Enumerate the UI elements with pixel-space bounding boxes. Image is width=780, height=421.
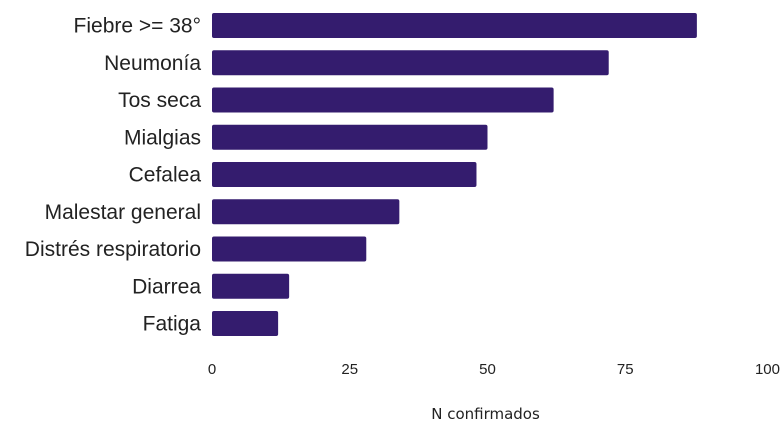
bar-3 — [212, 124, 488, 150]
x-tick-label-1: 25 — [341, 361, 358, 378]
bar-5 — [212, 199, 400, 225]
bar-7 — [212, 273, 290, 299]
category-label-8: Fatiga — [143, 313, 202, 336]
x-tick-label-4: 100 — [755, 361, 780, 378]
bars — [212, 13, 697, 336]
bar-8 — [212, 311, 279, 336]
category-label-0: Fiebre >= 38° — [74, 15, 201, 38]
category-label-3: Mialgias — [124, 126, 201, 149]
bar-6 — [212, 236, 367, 262]
category-label-1: Neumonía — [104, 52, 201, 75]
bar-4 — [212, 162, 477, 187]
x-tick-labels: 0 25 50 75 100 — [208, 361, 780, 378]
category-labels: Fiebre >= 38° Neumonía Tos seca Mialgias Cef… — [25, 15, 202, 336]
x-axis-title: N confirmados — [431, 405, 540, 421]
category-label-4: Cefalea — [129, 164, 202, 187]
x-tick-label-2: 50 — [479, 361, 496, 378]
x-tick-label-3: 75 — [617, 361, 634, 378]
bar-1 — [212, 50, 609, 76]
category-label-7: Diarrea — [132, 275, 201, 298]
category-label-6: Distrés respiratorio — [25, 238, 201, 261]
category-label-5: Malestar general — [45, 201, 201, 224]
x-tick-label-0: 0 — [208, 361, 216, 378]
category-label-2: Tos seca — [118, 89, 201, 112]
bar-0 — [212, 13, 697, 38]
bar-2 — [212, 87, 554, 113]
